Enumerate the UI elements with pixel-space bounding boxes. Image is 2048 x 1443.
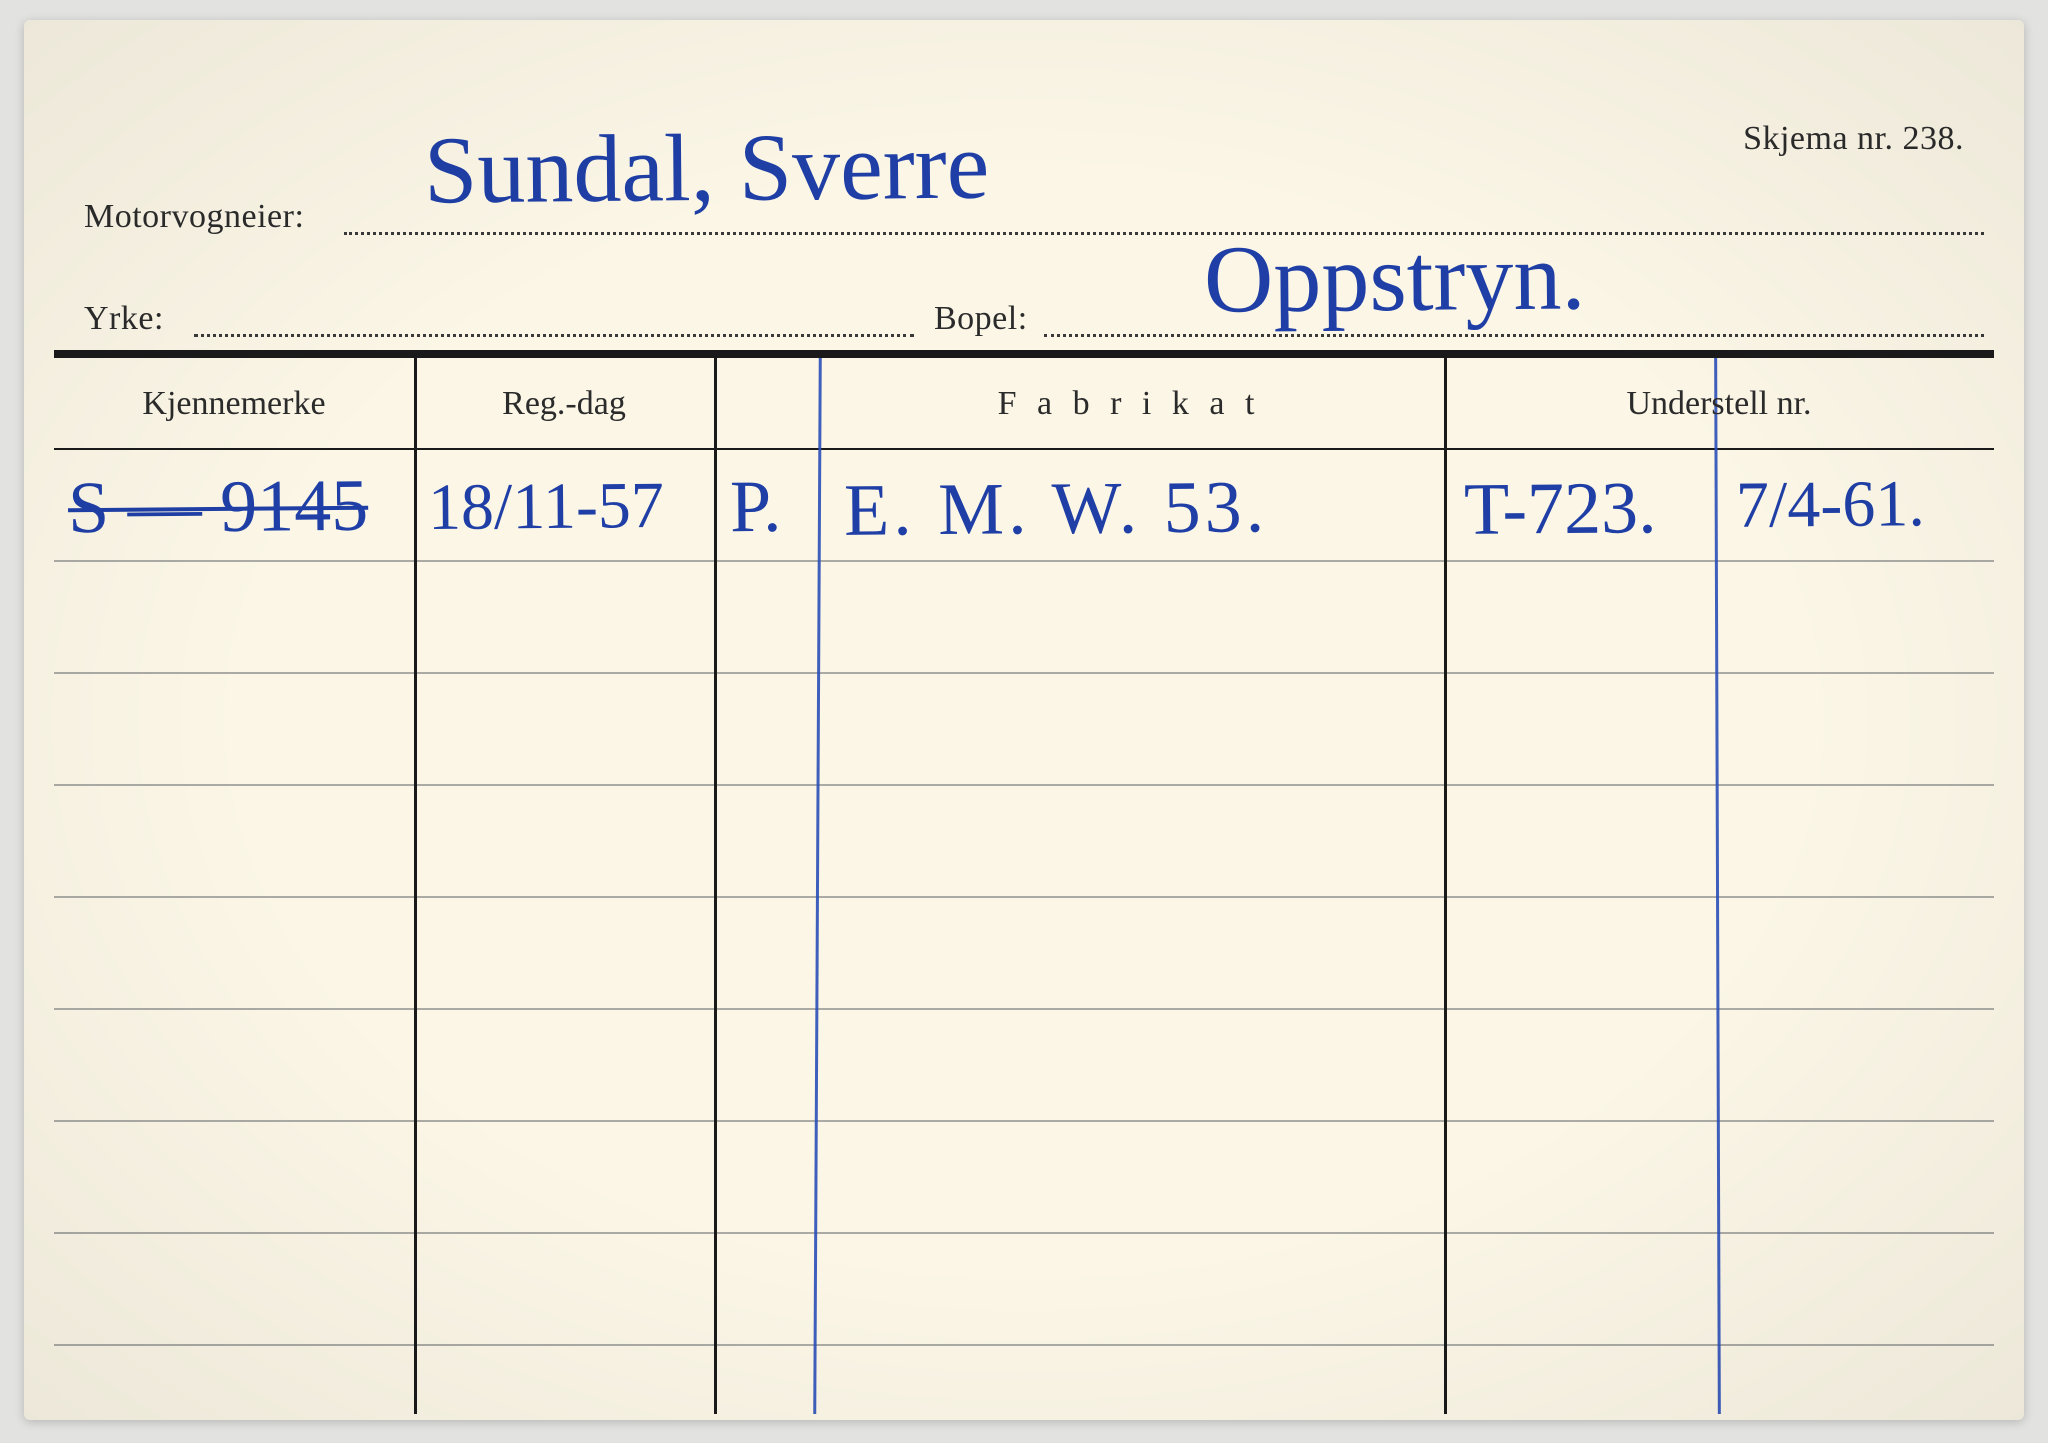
blue-col-sep-2 — [1714, 358, 1721, 1414]
col-header-reg-dag: Reg.-dag — [414, 385, 714, 423]
owner-dotted-line — [344, 232, 1984, 235]
row-line — [54, 1344, 1994, 1346]
col-sep-2 — [714, 354, 717, 1414]
row-line — [54, 784, 1994, 786]
table-header-rule — [54, 448, 1994, 450]
owner-label: Motorvogneier: — [84, 198, 304, 236]
residence-label: Bopel: — [934, 300, 1028, 338]
occupation-label: Yrke: — [84, 300, 164, 338]
registration-card: Skjema nr. 238. Motorvogneier: Sundal, S… — [24, 20, 2024, 1420]
table-top-rule — [54, 350, 1994, 358]
row-line — [54, 896, 1994, 898]
row-line — [54, 1232, 1994, 1234]
col-header-understell: Understell nr. — [1444, 385, 1994, 423]
residence-dotted-line — [1044, 334, 1984, 337]
row-line — [54, 1120, 1994, 1122]
residence-value: Oppstryn. — [1204, 228, 1586, 327]
row1-extra: 7/4-61. — [1736, 471, 1925, 539]
row1-kjennemerke: S — 9145 — [68, 469, 369, 546]
row-line — [54, 560, 1994, 562]
col-header-kjennemerke: Kjennemerke — [54, 385, 414, 423]
occupation-dotted-line — [194, 334, 914, 337]
row1-fabrikat: E. M. W. 53. — [844, 470, 1269, 548]
row-line — [54, 1008, 1994, 1010]
owner-value: Sundal, Sverre — [424, 118, 990, 219]
row-line — [54, 672, 1994, 674]
row1-reg-dag: 18/11-57 — [428, 473, 664, 541]
row1-type: P. — [730, 470, 782, 544]
form-number-label: Skjema nr. 238. — [1743, 120, 1964, 158]
row1-understell: T-723. — [1464, 471, 1657, 547]
blue-col-sep-1 — [813, 358, 822, 1414]
col-sep-3 — [1444, 354, 1447, 1414]
col-header-fabrikat: F a b r i k a t — [814, 385, 1444, 423]
col-sep-1 — [414, 354, 417, 1414]
